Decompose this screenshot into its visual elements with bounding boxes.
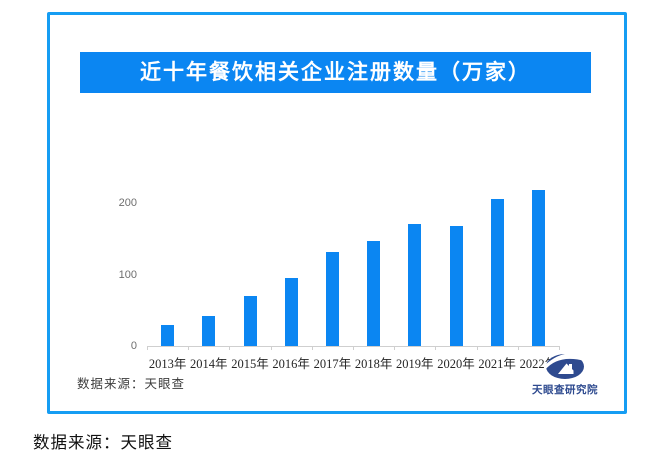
x-axis-tick [311, 346, 313, 350]
tianyancha-logo-icon [545, 353, 585, 379]
source-note: 数据来源：天眼查 [77, 377, 186, 391]
x-axis-category-label: 2016年 [272, 357, 310, 371]
x-axis-category-label: 2021年 [478, 357, 516, 371]
x-axis-category-label: 2017年 [313, 357, 352, 371]
bar [490, 199, 504, 346]
x-axis-tick [394, 346, 396, 350]
x-axis-tick [435, 346, 437, 350]
x-axis-tick [476, 346, 478, 350]
caption-source: 数据来源：天眼查 [33, 433, 173, 452]
x-axis-tick [517, 346, 519, 350]
x-axis-category-label: 2014年 [190, 357, 228, 371]
x-axis-tick [147, 346, 148, 350]
x-axis-tick [353, 346, 354, 350]
bar [325, 251, 339, 346]
x-axis-category-label: 2020年 [437, 357, 475, 371]
chart-title-banner: 近十年餐饮相关企业注册数量（万家） [80, 52, 591, 93]
x-axis-category-label: 2018年 [354, 357, 393, 371]
y-axis-tick-label: 200 [118, 197, 137, 209]
chart-title: 近十年餐饮相关企业注册数量（万家） [140, 61, 531, 84]
logo-block: 天眼查研究院 [526, 353, 604, 397]
x-axis-category-label: 2019年 [396, 357, 434, 371]
bar [243, 295, 257, 346]
x-axis-tick [229, 346, 231, 350]
x-axis-category-label: 2015年 [231, 357, 269, 371]
bar [284, 278, 298, 346]
bar [531, 190, 545, 346]
bar [367, 240, 381, 346]
logo-text: 天眼查研究院 [532, 384, 598, 396]
chart-card: 近十年餐饮相关企业注册数量（万家） 0 100 200 2013年 2014年 2015年… [47, 12, 627, 414]
bar [161, 324, 175, 346]
bar [202, 315, 216, 346]
x-axis-tick [188, 346, 190, 350]
y-axis-tick-label: 0 [130, 340, 137, 352]
x-axis-tick [559, 346, 560, 350]
x-axis-tick [270, 346, 272, 350]
bar [408, 223, 422, 346]
x-axis-category-label: 2013年 [148, 357, 187, 371]
plot-area: 0 100 200 2013年 2014年 2015年 2016年 2017年 2018年 201… [119, 135, 560, 371]
bar [449, 225, 463, 346]
y-axis-tick-label: 100 [118, 268, 137, 281]
